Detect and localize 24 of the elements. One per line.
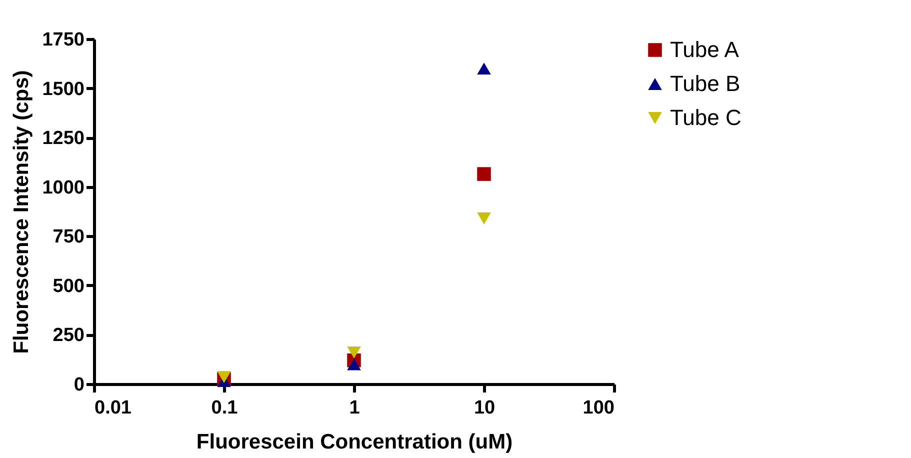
y-tick-label: 250 [52, 325, 84, 346]
y-tick-label: 500 [52, 276, 84, 297]
legend-label: Tube C [670, 105, 742, 130]
point [477, 62, 491, 75]
point [347, 358, 361, 370]
point [347, 346, 361, 358]
y-tick-label: 1000 [42, 177, 84, 198]
x-tick-label: 1 [349, 398, 360, 418]
y-tick-label: 1750 [42, 30, 84, 50]
point [477, 212, 491, 224]
y-tick-label: 1500 [42, 78, 84, 100]
legend-label: Tube A [670, 37, 740, 62]
x-tick-label: 0.1 [211, 398, 238, 418]
y-tick-label: 1250 [42, 128, 84, 150]
y-tick-label: 750 [52, 226, 84, 248]
x-tick-label: 10 [474, 398, 496, 418]
x-tick-label: 0.01 [94, 398, 132, 418]
legend-label: Tube B [670, 71, 740, 96]
x-tick-label: 100 [582, 398, 614, 418]
x-axis-title: Fluorescein Concentration (uM) [196, 430, 513, 454]
y-tick-label: 0 [74, 374, 84, 396]
point [217, 371, 231, 384]
point [477, 167, 491, 181]
y-axis-title: Fluorescence Intensity (cps) [10, 70, 34, 354]
